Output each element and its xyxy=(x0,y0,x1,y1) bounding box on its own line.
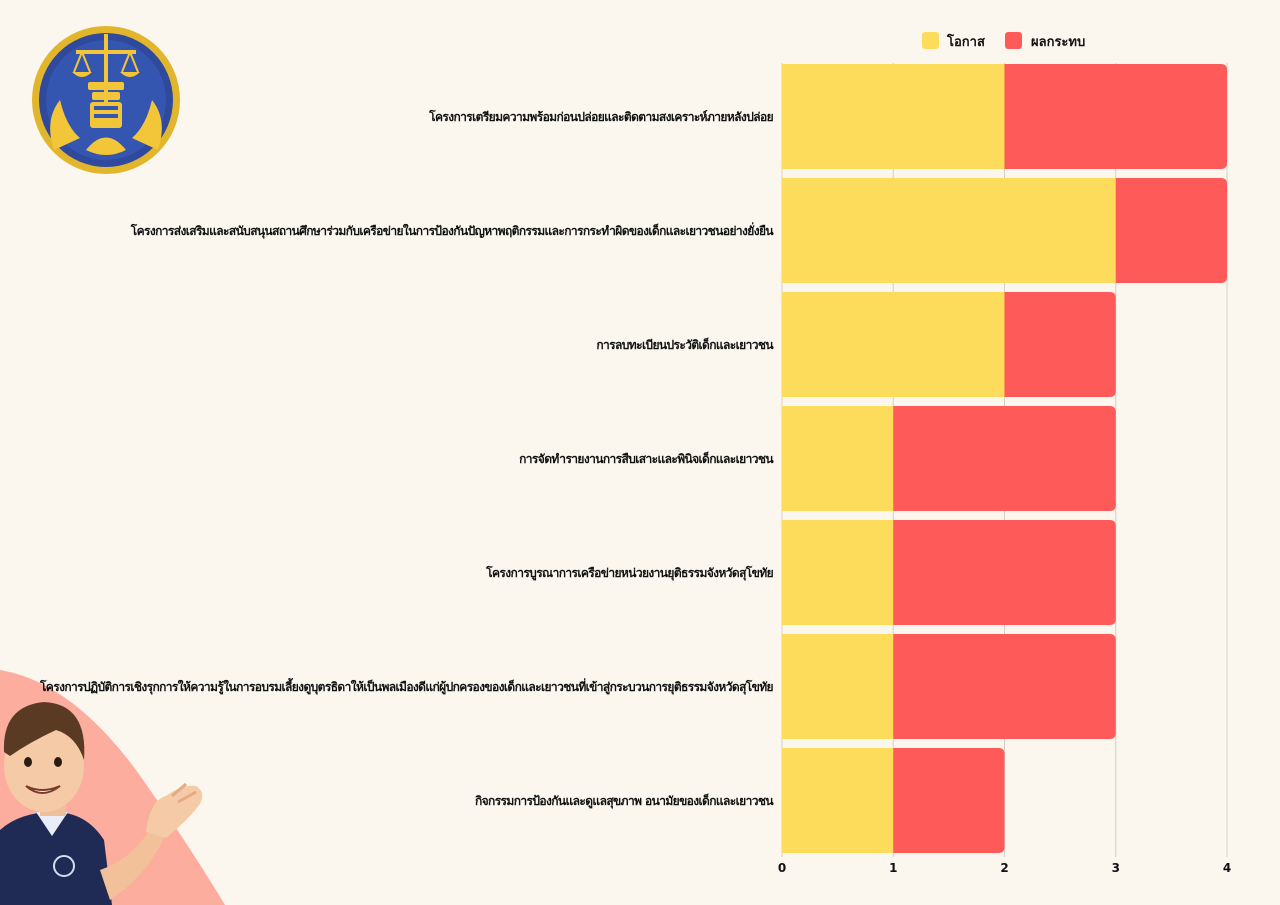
bar-opportunity-7 xyxy=(782,748,894,853)
bar-opportunity-5 xyxy=(782,520,894,625)
bar-impact-3 xyxy=(1004,292,1116,397)
category-label-1: โครงการเตรียมความพร้อมก่อนปล่อยและติดตาม… xyxy=(428,109,773,124)
legend-label-impact: ผลกระทบ xyxy=(1031,35,1085,50)
x-tick-label-4: 4 xyxy=(1223,861,1231,875)
legend-label-opportunity: โอกาส xyxy=(946,33,985,50)
legend-swatch-opportunity xyxy=(922,32,939,49)
waving-mascot xyxy=(0,702,203,905)
x-axis-ticks: 0 1 2 3 4 xyxy=(778,861,1231,875)
bar-opportunity-1 xyxy=(782,64,1005,169)
category-label-4: การจัดทำรายงานการสืบเสาะและพินิจเด็กและเ… xyxy=(519,451,774,466)
category-label-5: โครงการบูรณาการเครือข่ายหน่วยงานยุติธรรม… xyxy=(485,565,773,581)
x-tick-label-0: 0 xyxy=(778,861,786,875)
bar-opportunity-4 xyxy=(782,406,894,511)
bar-impact-4 xyxy=(893,406,1116,511)
bar-impact-5 xyxy=(893,520,1116,625)
justice-seal-logo xyxy=(32,26,180,174)
category-label-3: การลบทะเบียนประวัติเด็กและเยาวชน xyxy=(596,337,774,352)
bar-impact-7 xyxy=(893,748,1005,853)
bar-opportunity-6 xyxy=(782,634,894,739)
bar-opportunity-2 xyxy=(782,178,1116,283)
bar-impact-6 xyxy=(893,634,1116,739)
legend: โอกาส ผลกระทบ xyxy=(922,32,1085,50)
x-tick-label-1: 1 xyxy=(889,861,897,875)
bars xyxy=(782,64,1227,853)
bar-impact-1 xyxy=(1004,64,1227,169)
legend-swatch-impact xyxy=(1005,32,1022,49)
category-label-2: โครงการส่งเสริมและสนับสนุนสถานศึกษาร่วมก… xyxy=(130,222,775,239)
bar-impact-2 xyxy=(1115,178,1227,283)
x-tick-label-2: 2 xyxy=(1000,861,1008,875)
category-labels: โครงการเตรียมความพร้อมก่อนปล่อยและติดตาม… xyxy=(39,109,775,809)
bar-opportunity-3 xyxy=(782,292,1005,397)
x-tick-label-3: 3 xyxy=(1112,861,1120,875)
category-label-6: โครงการปฏิบัติการเชิงรุกการให้ความรู้ในก… xyxy=(39,677,774,695)
category-label-7: กิจกรรมการป้องกันและดูแลสุขภาพ อนามัยของ… xyxy=(475,793,774,809)
